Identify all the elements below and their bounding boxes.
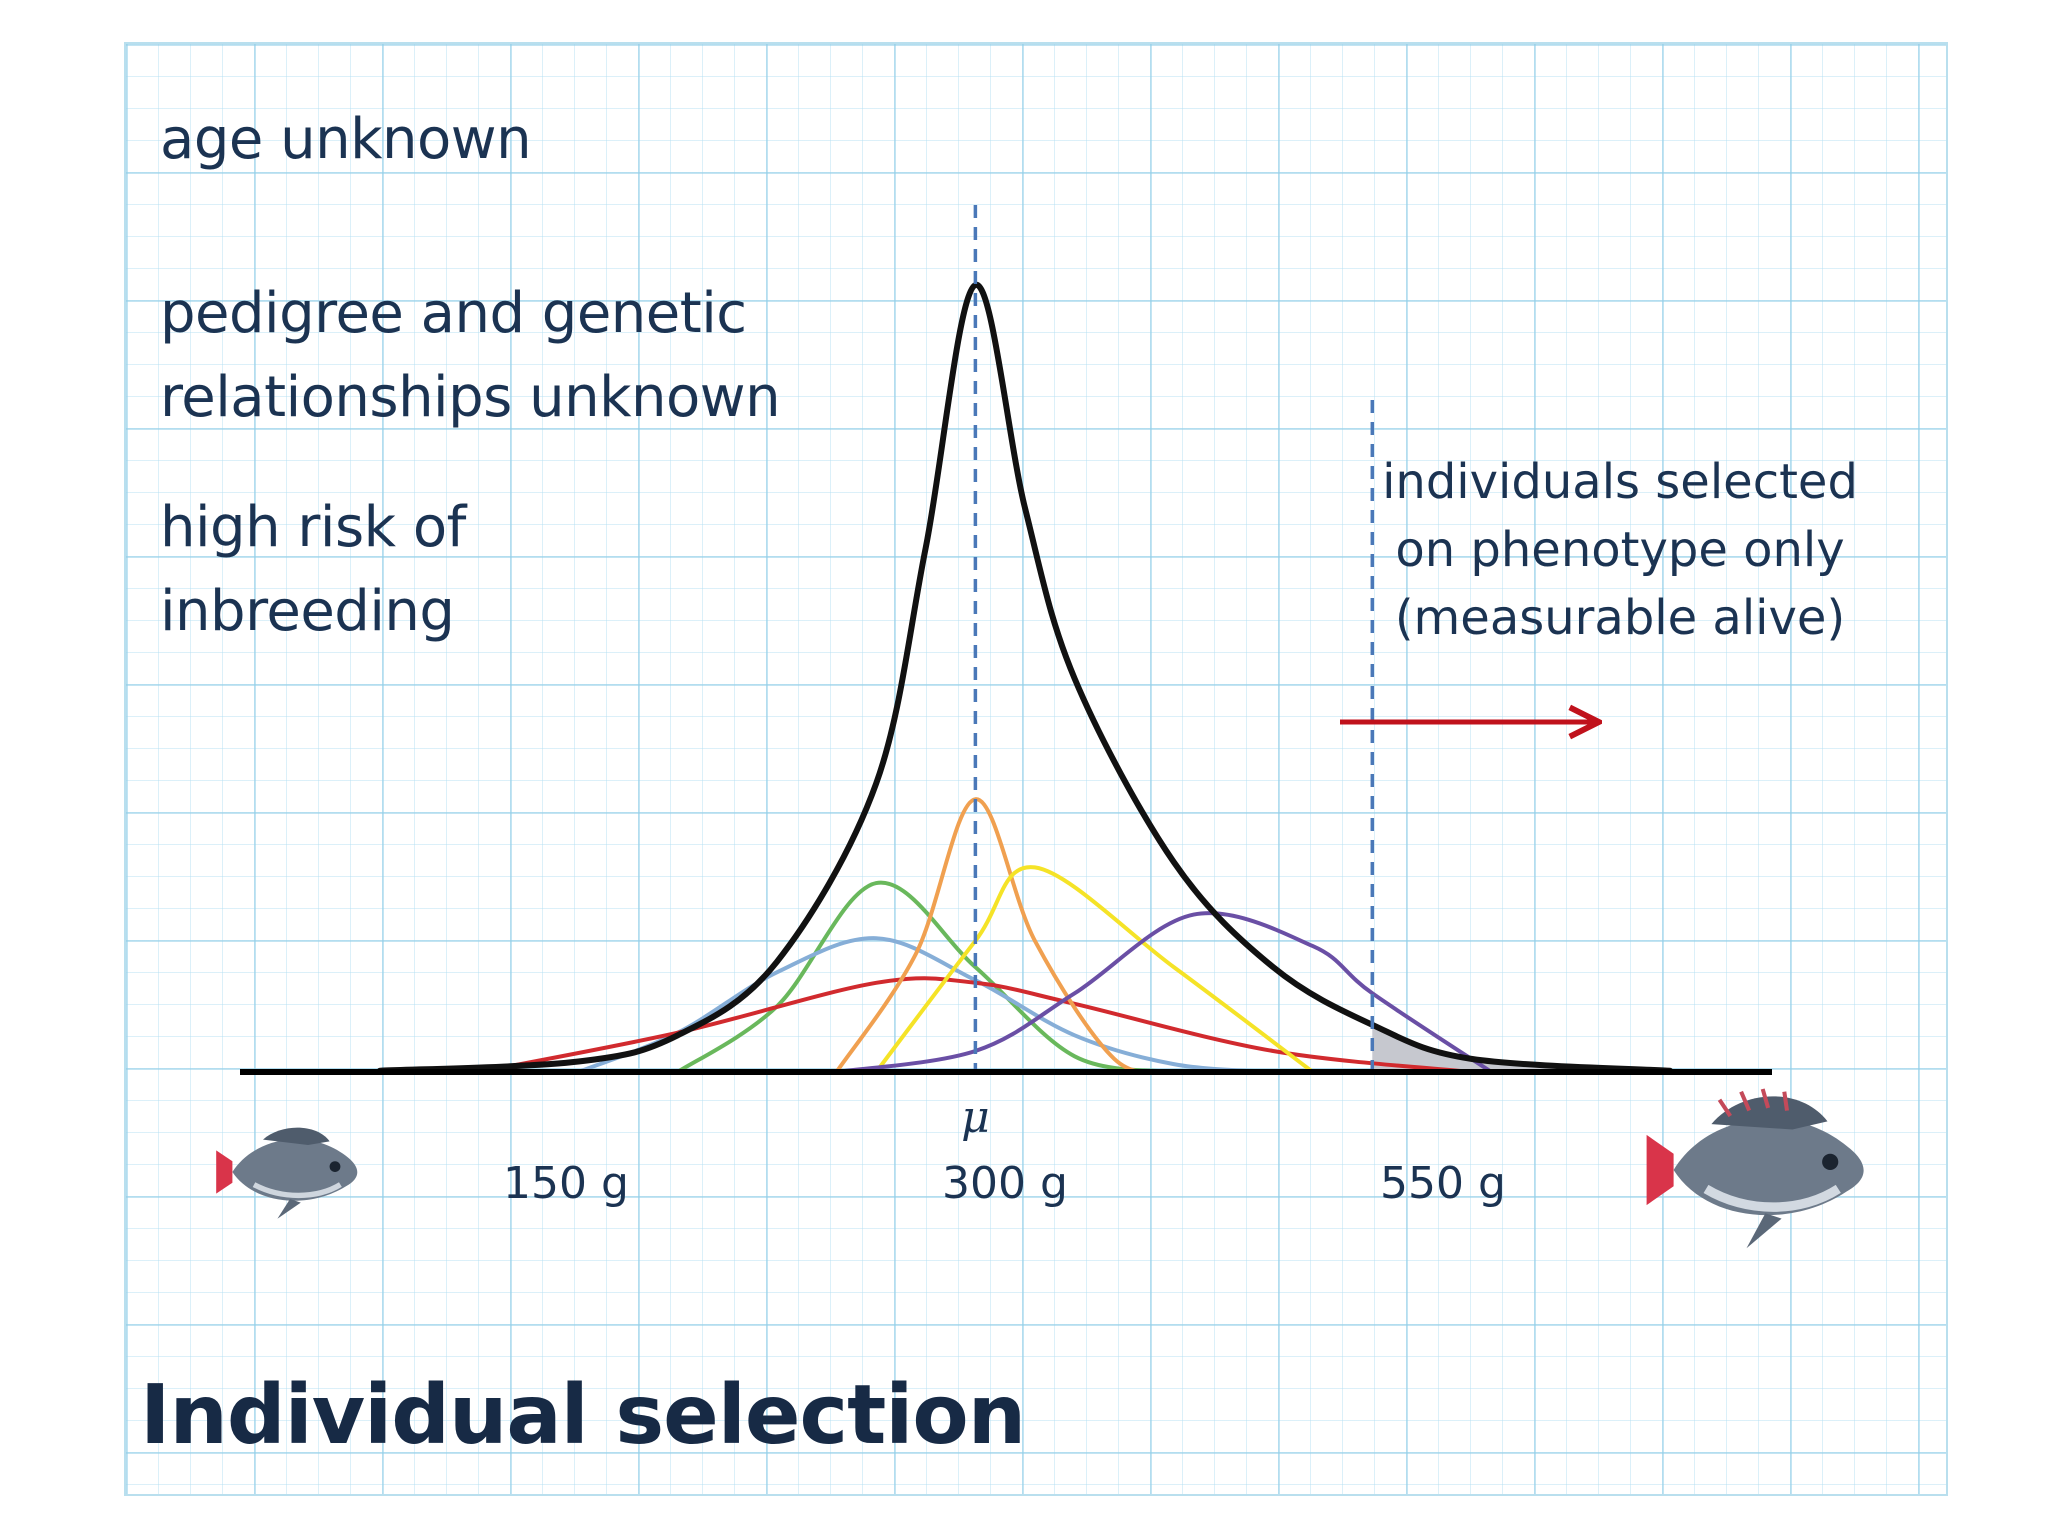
pedigree-note-line-1: pedigree and genetic: [160, 281, 747, 346]
x-tick-label: 550 g: [1380, 1158, 1506, 1209]
x-tick-label: 300 g: [942, 1158, 1068, 1209]
inbreeding-note: high risk of inbreeding: [160, 486, 466, 654]
pedigree-note: pedigree and genetic relationships unkno…: [160, 272, 781, 440]
selection-note-line-2: on phenotype only: [1395, 522, 1845, 578]
age-unknown-note: age unknown: [160, 107, 532, 172]
family-curve-4: [834, 797, 1176, 1075]
selection-note: individuals selected on phenotype only (…: [1380, 448, 1860, 652]
large-tilapia-fish-icon: [1646, 1088, 1864, 1249]
selection-note-line-1: individuals selected: [1382, 454, 1858, 510]
pedigree-note-line-2: relationships unknown: [160, 365, 781, 430]
x-tick-label: 150 g: [503, 1158, 629, 1209]
selected-tail-area-fill: [1372, 1024, 1670, 1072]
selection-note-line-3: (measurable alive): [1394, 590, 1846, 646]
slide-background: [124, 42, 1948, 1496]
small-tilapia-fish-icon: [216, 1127, 358, 1219]
family-curves: [377, 282, 1673, 1075]
inbreeding-note-line-2: inbreeding: [160, 579, 455, 644]
mean-label: μ: [961, 1092, 990, 1143]
guide-lines: [973, 205, 1375, 1072]
family-curve-5: [874, 865, 1315, 1074]
inbreeding-note-line-1: high risk of: [160, 495, 466, 560]
x-tick-labels: 150 g 300 g 550 g: [503, 1158, 1506, 1209]
slide-title: Individual selection: [140, 1368, 1026, 1463]
overall-distribution-curve: [377, 282, 1673, 1074]
selected-tail-area: [1372, 1024, 1670, 1072]
